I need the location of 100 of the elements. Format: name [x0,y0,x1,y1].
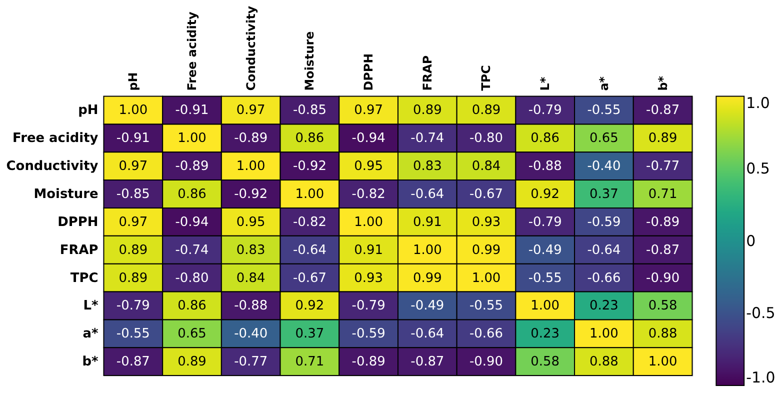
data-label: 0.97 [118,159,148,174]
data-label: 0.23 [590,298,618,314]
data-label: -0.79 [352,298,386,314]
data-label: 1.00 [178,131,206,146]
data-label: -0.87 [646,103,680,118]
data-label: -0.92 [292,159,326,174]
data-label: 0.97 [118,214,148,230]
data-label: 0.84 [472,159,501,174]
data-label: -0.66 [587,270,621,286]
data-label: 1.00 [354,214,383,230]
data-label: 0.86 [178,187,206,202]
data-label: 1.00 [236,159,266,174]
data-label: 1.00 [590,326,618,342]
data-label: -0.91 [175,103,209,118]
color-bar-label: 1.0 [746,94,770,112]
data-label: 0.58 [530,354,560,370]
y-tick-label: a* [82,326,98,342]
x-tick-label: b* [656,75,670,91]
data-label: 0.86 [178,298,206,314]
data-label: -0.92 [234,187,268,202]
x-tick-label: Conductivity [244,6,258,91]
data-label: -0.59 [587,214,621,230]
data-label: 0.89 [412,103,442,118]
x-tick-label: FRAP [420,55,434,91]
x-tick-label: a* [596,76,611,91]
x-tick-label: Free acidity [185,11,199,91]
data-label: 0.71 [648,187,678,202]
x-tick-label: pH [126,72,140,91]
data-label: -0.79 [528,214,562,230]
data-label: -0.91 [116,131,150,146]
data-label: -0.89 [234,131,268,146]
data-label: -0.74 [175,242,209,258]
data-label: 0.88 [648,326,678,342]
y-tick-label: DPPH [58,214,98,230]
data-label: 1.00 [118,103,148,118]
data-label: -0.88 [234,298,268,314]
color-bar-label: -1.0 [746,368,776,387]
data-label: -0.64 [410,187,444,202]
y-tick-label: TPC [70,270,98,286]
data-label: -0.87 [646,242,680,258]
data-label: 0.92 [530,187,560,202]
x-tick-label: TPC [479,65,494,91]
data-label: -0.89 [646,214,680,230]
data-label: -0.80 [175,270,209,286]
x-tick-label: Moisture [302,31,317,91]
color-bar-label: -0.5 [746,304,776,322]
data-label: -0.77 [234,354,268,370]
data-label: -0.74 [410,131,444,146]
x-tick-label: L* [538,76,552,91]
data-label: -0.94 [352,131,386,146]
data-label: -0.40 [234,326,268,342]
data-label: -0.55 [528,270,562,286]
data-label: -0.64 [292,242,326,258]
data-label: 0.65 [178,326,206,342]
data-label: 0.58 [648,298,678,314]
data-label: -0.87 [116,354,150,370]
data-label: 0.97 [236,103,266,118]
data-label: -0.82 [292,214,326,230]
data-label: 0.97 [354,103,383,118]
data-label: 0.86 [530,131,560,146]
data-label: -0.55 [469,298,504,314]
color-bar-label: 0 [746,232,756,250]
data-label: -0.79 [528,103,562,118]
data-label: 0.89 [472,103,501,118]
data-label: -0.77 [646,159,680,174]
y-tick-label: Moisture [34,187,98,202]
data-label: 0.89 [648,131,678,146]
data-label: 0.88 [590,354,618,370]
data-label: 1.00 [472,270,501,286]
data-label: 0.37 [590,187,618,202]
y-tick-label: Conductivity [6,159,99,174]
data-label: 0.95 [236,214,266,230]
data-label: 1.00 [530,298,560,314]
data-label: 0.93 [472,214,501,230]
data-label: 0.71 [295,354,324,370]
data-label: 0.83 [236,242,266,258]
data-label: -0.64 [410,326,444,342]
y-tick-label: pH [78,103,98,118]
data-label: -0.79 [116,298,150,314]
data-label: -0.85 [292,103,326,118]
data-label: -0.80 [469,131,504,146]
data-label: -0.85 [116,187,150,202]
data-label: 1.00 [295,187,324,202]
data-label: 0.93 [354,270,383,286]
data-label: 1.00 [412,242,442,258]
data-label: -0.55 [587,103,621,118]
data-label: 0.23 [530,326,560,342]
data-label: -0.87 [410,354,444,370]
data-label: 1.00 [648,354,678,370]
data-label: -0.59 [352,326,386,342]
data-label: 0.89 [118,242,148,258]
data-label: -0.55 [116,326,150,342]
x-tick-label: DPPH [362,53,376,91]
data-label: 0.91 [412,214,442,230]
data-label: 0.89 [118,270,148,286]
data-label: -0.82 [352,187,386,202]
data-label: 0.84 [236,270,266,286]
data-label: 0.83 [412,159,442,174]
data-label: 0.99 [412,270,442,286]
data-label: -0.67 [292,270,326,286]
